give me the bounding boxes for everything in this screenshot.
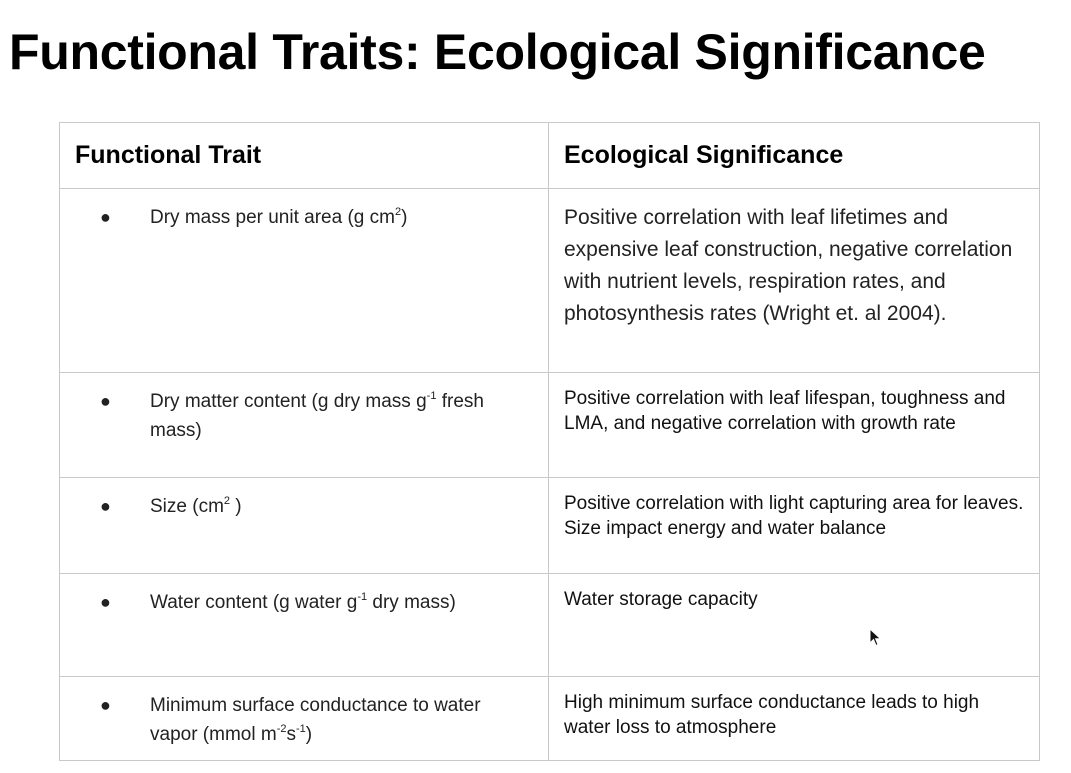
significance-cell: Positive correlation with leaf lifespan,…	[548, 372, 1040, 478]
significance-text: Positive correlation with leaf lifespan,…	[564, 388, 1006, 434]
trait-cell: ● Dry mass per unit area (g cm2)	[59, 188, 549, 373]
header-functional-trait: Functional Trait	[59, 122, 549, 189]
trait-cell: ● Size (cm2 )	[59, 477, 549, 574]
bullet-icon: ●	[100, 391, 111, 411]
significance-cell: High minimum surface conductance leads t…	[548, 676, 1040, 761]
trait-text: Size (cm2 )	[150, 494, 242, 517]
traits-table: Functional Trait Ecological Significance…	[59, 122, 1040, 761]
significance-cell: Positive correlation with light capturin…	[548, 477, 1040, 574]
header-ecological-significance: Ecological Significance	[548, 122, 1040, 189]
bullet-icon: ●	[100, 695, 111, 715]
significance-text: Water storage capacity	[564, 589, 758, 610]
significance-text: Positive correlation with light capturin…	[564, 493, 1024, 539]
significance-cell: Positive correlation with leaf lifetimes…	[548, 188, 1040, 373]
significance-cell: Water storage capacity	[548, 573, 1040, 677]
significance-text: Positive correlation with leaf lifetimes…	[564, 206, 1013, 325]
trait-text: Dry mass per unit area (g cm2)	[150, 205, 408, 228]
table-row: ● Water content (g water g-1 dry mass) W…	[59, 573, 1040, 677]
trait-text: Water content (g water g-1 dry mass)	[150, 590, 456, 613]
mouse-pointer-icon	[869, 628, 882, 647]
bullet-icon: ●	[100, 592, 111, 612]
table-row: ● Dry matter content (g dry mass g-1 fre…	[59, 372, 1040, 478]
trait-cell: ● Dry matter content (g dry mass g-1 fre…	[59, 372, 549, 478]
significance-text: High minimum surface conductance leads t…	[564, 692, 980, 738]
trait-cell: ● Water content (g water g-1 dry mass)	[59, 573, 549, 677]
bullet-icon: ●	[100, 496, 111, 516]
slide-title: Functional Traits: Ecological Significan…	[9, 24, 986, 80]
table-row: ● Size (cm2 ) Positive correlation with …	[59, 477, 1040, 574]
trait-cell: ● Minimum surface conductance to water v…	[59, 676, 549, 761]
trait-text: Dry matter content (g dry mass g-1 fresh…	[150, 389, 484, 441]
table-row: ● Dry mass per unit area (g cm2) Positiv…	[59, 188, 1040, 373]
table-row: ● Minimum surface conductance to water v…	[59, 676, 1040, 761]
trait-text: Minimum surface conductance to water vap…	[150, 695, 481, 745]
bullet-icon: ●	[100, 207, 111, 227]
table-header-row: Functional Trait Ecological Significance	[59, 122, 1040, 189]
